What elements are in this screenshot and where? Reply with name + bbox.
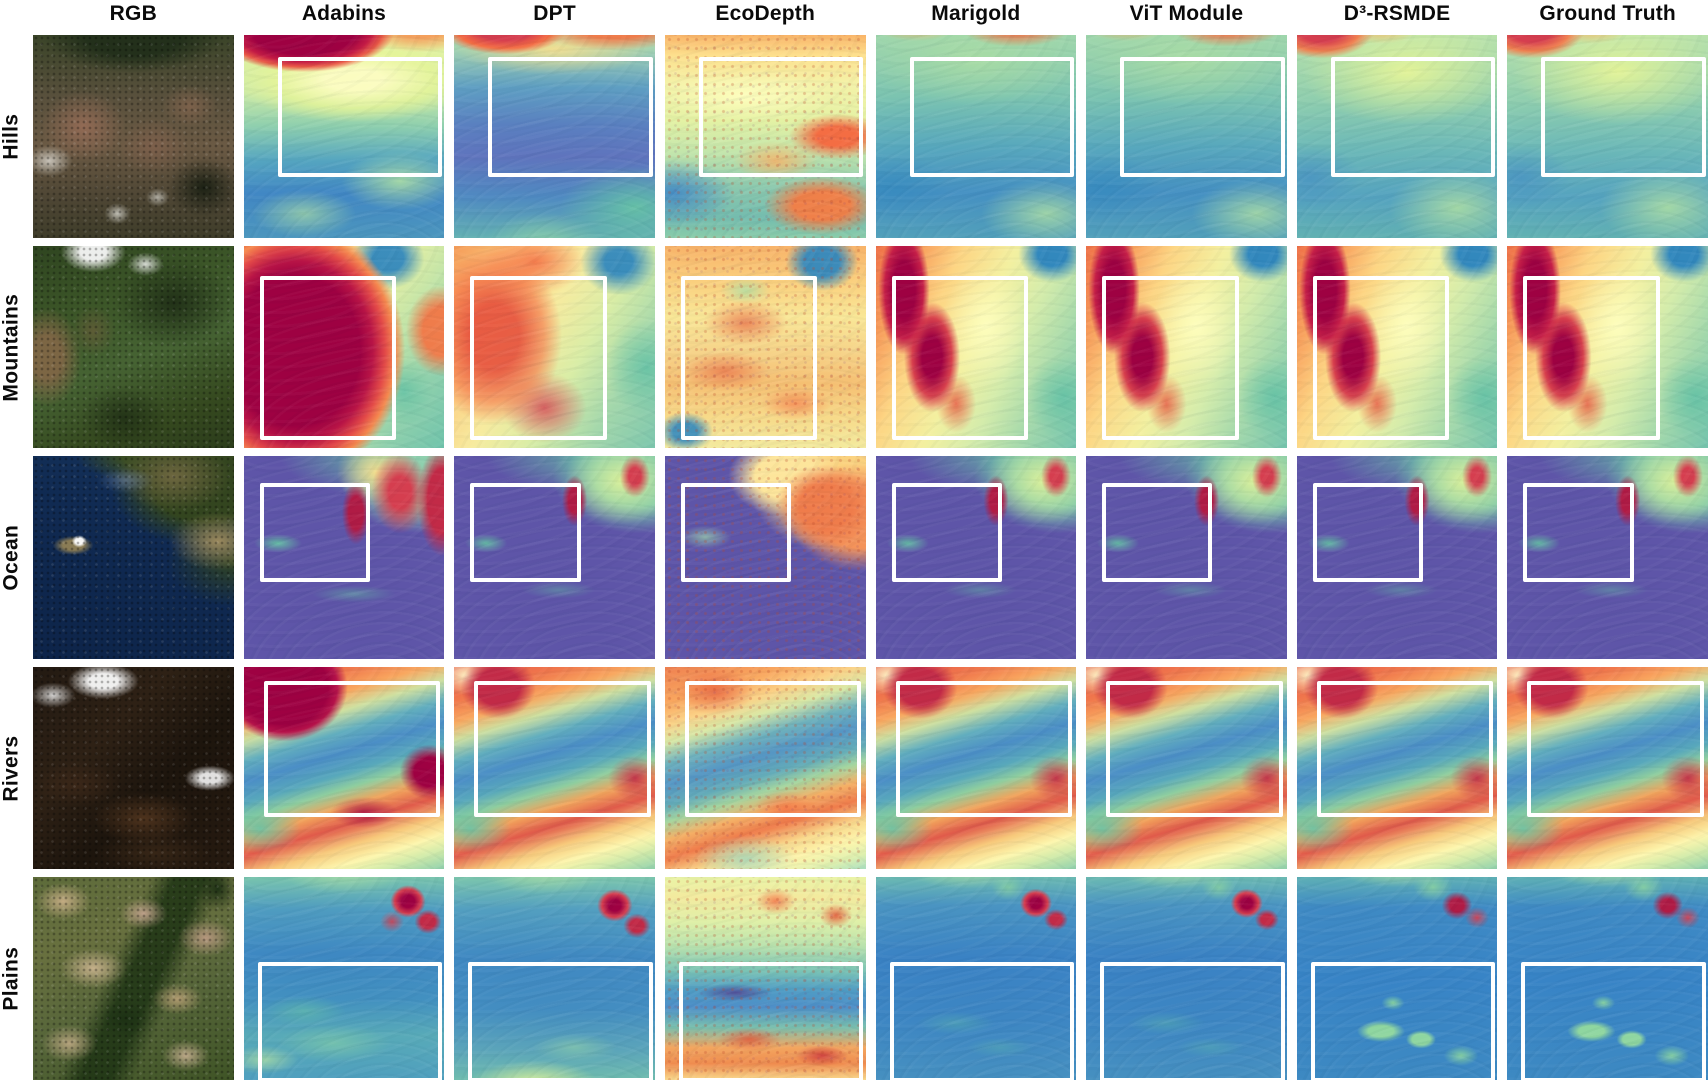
- row-label-ocean: Ocean: [0, 524, 23, 591]
- roi-rectangle: [1523, 482, 1634, 582]
- roi-rectangle: [1100, 962, 1285, 1080]
- cell-plains-ecodepth-depth-map: [664, 877, 866, 1080]
- roi-rectangle: [474, 680, 651, 817]
- row-label-mountains: Mountains: [0, 293, 23, 401]
- roi-rectangle: [684, 680, 862, 817]
- cell-ocean-marigold-depth-map: [875, 456, 1077, 659]
- row-label-plains: Plains: [0, 946, 23, 1011]
- cell-mountains-ground-truth-depth-map: [1507, 245, 1708, 449]
- column-header-vit-module: ViT Module: [1129, 1, 1244, 25]
- roi-rectangle: [1523, 275, 1660, 440]
- cell-rivers-ground-truth-depth-map: [1507, 666, 1708, 870]
- cell-plains-marigold-depth-map: [875, 877, 1077, 1080]
- roi-rectangle: [1330, 57, 1496, 177]
- cell-mountains-ecodepth-depth-map: [664, 245, 866, 449]
- roi-rectangle: [257, 962, 443, 1080]
- cell-ocean-rgb-image: [33, 456, 234, 659]
- roi-rectangle: [909, 57, 1075, 177]
- roi-rectangle: [698, 57, 864, 177]
- cell-hills-marigold-depth-map: [875, 35, 1077, 238]
- cell-hills-dpt-depth-map: [454, 35, 655, 238]
- roi-rectangle: [1102, 275, 1239, 440]
- roi-rectangle: [891, 482, 1002, 582]
- cell-rivers-marigold-depth-map: [875, 666, 1077, 870]
- roi-rectangle: [259, 275, 397, 440]
- cell-rivers-adabins-depth-map: [243, 666, 445, 870]
- cell-rivers-ecodepth-depth-map: [664, 666, 866, 870]
- cell-hills-adabins-depth-map: [243, 35, 445, 238]
- cell-mountains-rgb-image: [33, 245, 234, 449]
- roi-rectangle: [277, 57, 443, 177]
- roi-rectangle: [1541, 57, 1706, 177]
- cell-plains-dpt-depth-map: [454, 877, 655, 1080]
- roi-rectangle: [488, 57, 653, 177]
- cell-hills-vit-module-depth-map: [1086, 35, 1287, 238]
- cell-hills-ecodepth-depth-map: [664, 35, 866, 238]
- cell-ocean-adabins-depth-map: [243, 456, 445, 659]
- roi-rectangle: [1120, 57, 1285, 177]
- cell-plains-ground-truth-depth-map: [1507, 877, 1708, 1080]
- roi-rectangle: [1527, 680, 1704, 817]
- cell-ocean-ecodepth-depth-map: [664, 456, 866, 659]
- row-label-rivers: Rivers: [0, 735, 23, 802]
- roi-rectangle: [259, 482, 370, 582]
- roi-rectangle: [468, 962, 653, 1080]
- roi-rectangle: [889, 962, 1075, 1080]
- cell-rivers-dpt-depth-map: [454, 666, 655, 870]
- column-header-d3-rsmde: D³-RSMDE: [1343, 1, 1451, 25]
- roi-rectangle: [263, 680, 441, 817]
- cell-rivers-rgb-image: [33, 666, 234, 870]
- cell-ocean-dpt-depth-map: [454, 456, 655, 659]
- roi-rectangle: [1312, 275, 1450, 440]
- roi-rectangle: [680, 275, 818, 440]
- column-header-adabins: Adabins: [301, 1, 387, 25]
- cell-plains-rgb-image: [33, 877, 234, 1080]
- roi-rectangle: [680, 482, 792, 582]
- cell-mountains-vit-module-depth-map: [1086, 245, 1287, 449]
- corner-spacer: [0, 0, 23, 27]
- cell-plains-d3-rsmde-depth-map: [1296, 877, 1498, 1080]
- roi-rectangle: [1521, 962, 1706, 1080]
- cell-mountains-dpt-depth-map: [454, 245, 655, 449]
- cell-mountains-d3-rsmde-depth-map: [1296, 245, 1498, 449]
- column-header-marigold: Marigold: [931, 1, 1021, 25]
- roi-rectangle: [470, 275, 607, 440]
- cell-hills-rgb-image: [33, 35, 234, 238]
- roi-rectangle: [470, 482, 581, 582]
- roi-rectangle: [1312, 482, 1424, 582]
- roi-rectangle: [1106, 680, 1283, 817]
- roi-rectangle: [1316, 680, 1494, 817]
- row-label-hills: Hills: [0, 113, 23, 160]
- roi-rectangle: [1102, 482, 1213, 582]
- cell-mountains-adabins-depth-map: [243, 245, 445, 449]
- cell-ocean-vit-module-depth-map: [1086, 456, 1287, 659]
- cell-rivers-vit-module-depth-map: [1086, 666, 1287, 870]
- cell-plains-vit-module-depth-map: [1086, 877, 1287, 1080]
- cell-mountains-marigold-depth-map: [875, 245, 1077, 449]
- roi-rectangle: [1310, 962, 1496, 1080]
- cell-plains-adabins-depth-map: [243, 877, 445, 1080]
- roi-rectangle: [678, 962, 864, 1080]
- column-header-ground-truth: Ground Truth: [1539, 1, 1676, 25]
- cell-rivers-d3-rsmde-depth-map: [1296, 666, 1498, 870]
- cell-hills-d3-rsmde-depth-map: [1296, 35, 1498, 238]
- column-header-dpt: DPT: [533, 1, 576, 25]
- column-header-rgb: RGB: [109, 1, 157, 25]
- roi-rectangle: [891, 275, 1028, 440]
- roi-rectangle: [895, 680, 1073, 817]
- column-header-ecodepth: EcoDepth: [715, 1, 815, 25]
- cell-ocean-d3-rsmde-depth-map: [1296, 456, 1498, 659]
- cell-ocean-ground-truth-depth-map: [1507, 456, 1708, 659]
- cell-hills-ground-truth-depth-map: [1507, 35, 1708, 238]
